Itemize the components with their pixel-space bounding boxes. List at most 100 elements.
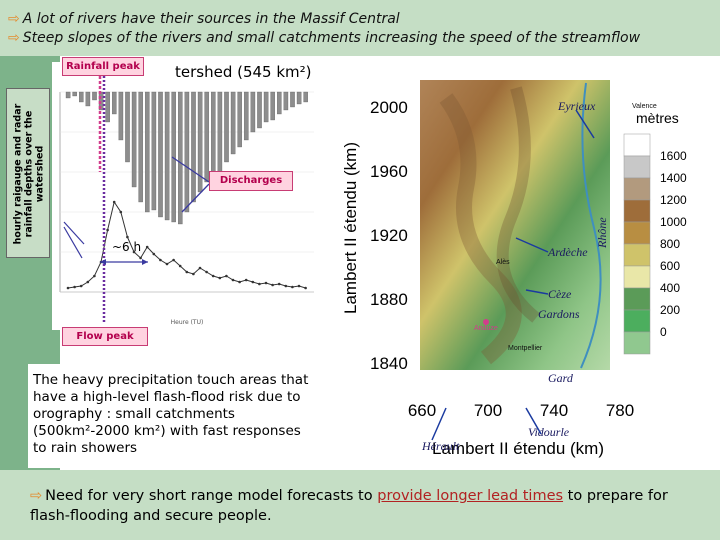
discharge-point [277,282,281,286]
explanation-box [28,364,326,468]
map-y-tick: 1920 [370,226,408,245]
rainfall-bar [118,91,124,141]
rhone-river [580,82,602,369]
lag-time-label: ~6 h [112,240,142,254]
bottom-color-band [0,470,720,540]
rainfall-bar [191,91,196,203]
rainfall-bar [151,91,157,211]
rainfall-bar [277,91,282,115]
rainfall-bar [72,91,77,97]
discharge-point [225,274,228,278]
legend-value: 800 [660,237,680,251]
discharge-point [178,264,182,268]
conclusion-before: Need for very short range model forecast… [45,488,378,504]
discharge-point [185,270,189,274]
discharge-point [211,274,215,278]
legend-value: 1200 [660,193,687,207]
side-pointer-2 [63,226,83,259]
discharge-point [106,228,109,232]
rainfall-bar [138,91,143,203]
rainfall-bar [230,91,236,155]
discharges-label: Discharges [209,171,293,191]
river-label-herault: Hérault [421,439,460,453]
discharge-point [86,280,90,284]
legend-swatch [623,309,651,333]
rainfall-bar [184,91,190,213]
town-label-anduze: Anduze [474,325,498,332]
discharge-point [258,282,261,286]
bullet-line-1-text: A lot of rivers have their sources in th… [22,11,400,27]
map-x-tick: 700 [474,401,502,420]
rainfall-bar [296,91,302,105]
side-pointer-1 [63,221,85,245]
discharge-point [73,285,76,289]
discharge-point [79,284,83,288]
legend-value: 1000 [660,215,687,229]
bullet-line-2: ⇨ Steep slopes of the rivers and small ca… [8,30,640,46]
rainfall-bar [211,91,216,178]
discharge-point [152,252,156,256]
legend-value: 0 [660,325,667,339]
discharge-point [198,266,202,270]
legend-swatch [623,287,651,311]
discharge-points [66,200,307,290]
rainfall-bar [237,91,242,148]
legend-swatch [623,243,651,267]
town-label-montpellier: Montpellier [508,345,543,352]
legend-swatch [623,155,651,179]
hydrograph-title: tershed (545 km²) [175,63,312,81]
elevation-legend: mètres 1600 1400 1200 1000 800 600 400 200 0 [612,80,720,370]
legend-swatch [623,177,651,201]
discharge-point [93,274,96,278]
hydro-x-label: Heure (TU) [171,319,204,326]
town-label-ales: Alès [496,259,510,266]
map-x-tick: 660 [408,401,436,420]
rainfall-bar [85,91,91,107]
legend-value: 1600 [660,149,687,163]
rainfall-bar [145,91,150,213]
rainfall-bar [164,91,170,221]
discharge-point [304,286,307,290]
rainfall-bar [112,91,117,115]
discharge-point [126,235,129,239]
discharge-point [291,285,294,289]
discharge-point [284,284,288,288]
map-x-tick: 740 [540,401,568,420]
side-label-box: hourly raigauge and radar rainfall depth… [6,88,50,258]
discharge-pointer-1 [171,156,210,183]
discharge-point [271,283,274,287]
terrain-shading [420,80,610,370]
legend-swatch [623,133,651,157]
rainfall-bar [131,91,137,188]
discharge-point [264,281,268,285]
discharge-point [192,272,195,276]
discharge-point [145,245,149,249]
top-color-band [0,0,720,56]
legend-value: 1400 [660,171,687,185]
rainfall-bar [270,91,275,121]
discharge-point [172,258,175,262]
legend-value: 600 [660,259,680,273]
river-label-ardeche: Ardèche [547,245,588,259]
legend-value: 400 [660,281,680,295]
rainfall-bar [158,91,163,218]
discharge-point [238,280,241,284]
arrow-bullet-icon: ⇨ [8,11,20,27]
arrow-bullet-icon: ⇨ [30,488,43,504]
legend-swatch [623,331,651,355]
rainfall-bar [224,91,229,163]
hydrograph-figure: Heure (TU) [52,62,342,330]
map-x-axis-label: Lambert II étendu (km) [432,439,604,458]
legend-swatch [623,199,651,223]
side-label-text: hourly raigauge and radar rainfall depth… [12,103,46,245]
discharge-point [139,256,142,260]
relief-map: 2000 1960 1920 1880 1840 Lambert II éten… [341,80,720,458]
rainfall-bar [65,91,71,99]
map-y-axis-label: Lambert II étendu (km) [341,142,360,314]
legend-swatch [623,221,651,245]
rainfall-bar [178,91,183,225]
rainfall-bar [79,91,84,103]
rainfall-bar [171,91,176,223]
legend-value: 200 [660,303,680,317]
discharge-point [251,280,255,284]
